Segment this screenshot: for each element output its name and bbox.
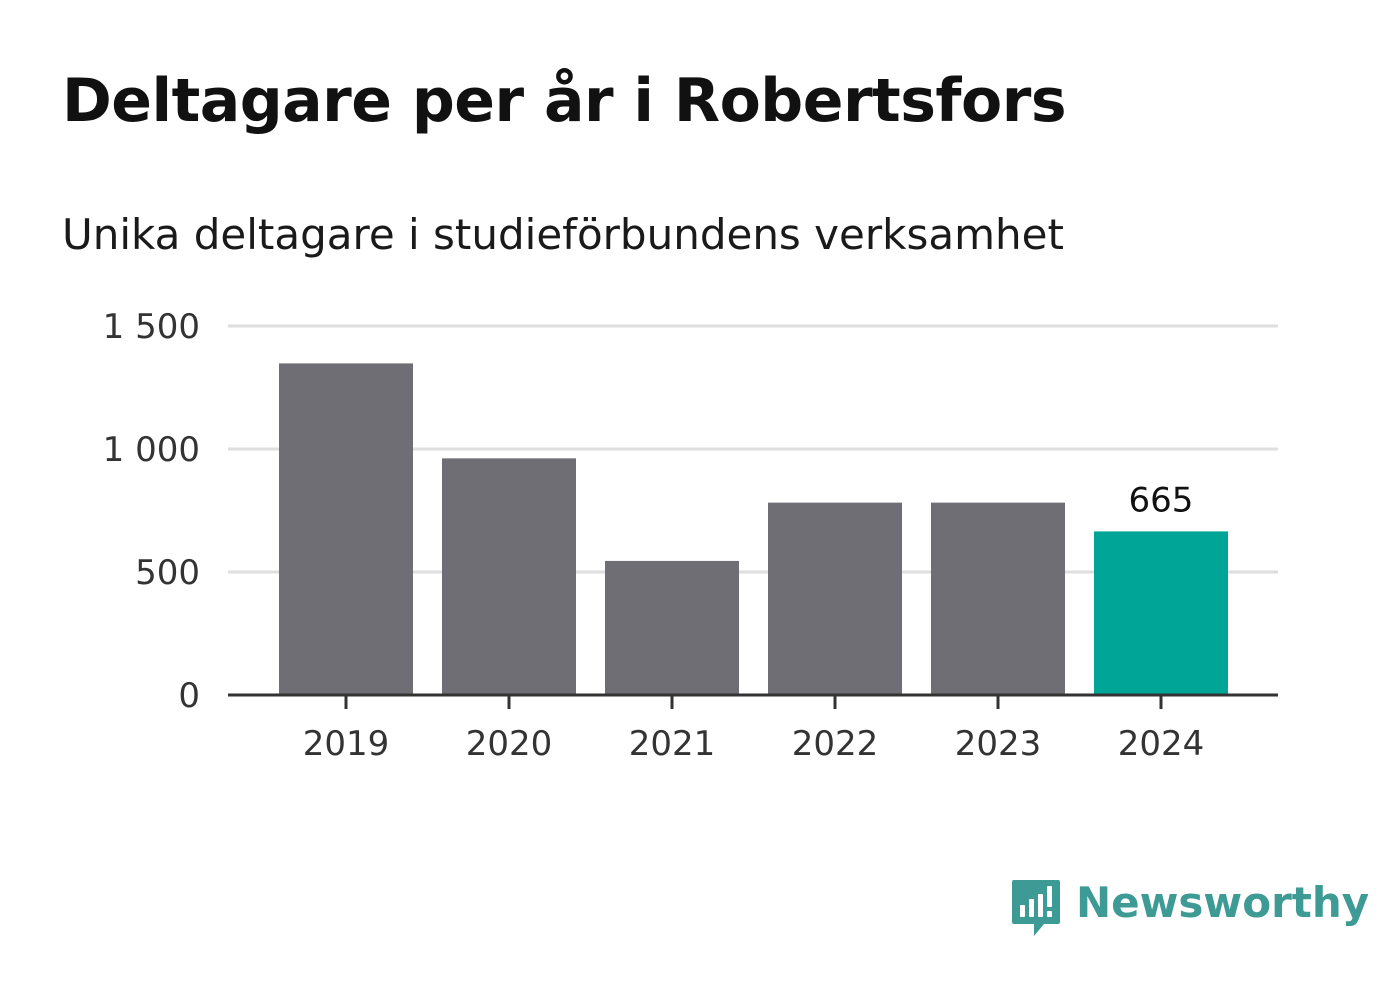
x-tick-label: 2024 [1118,724,1205,764]
y-tick-label: 500 [135,553,200,593]
axes: 0 500 1 000 1 500 2019 2020 2021 2022 2023 2024 [103,307,1278,764]
y-tick-label: 1 000 [103,430,200,470]
x-tick-label: 2021 [629,724,716,764]
bars [279,363,1228,695]
data-label: 665 [1129,480,1194,520]
brand-name: Newsworthy [1076,878,1370,927]
bar-2019 [279,363,413,695]
x-tick-label: 2019 [303,724,390,764]
y-tick-label: 1 500 [103,307,200,347]
bar-2021 [605,560,739,695]
bar-2024 [1094,531,1228,695]
y-tick-label: 0 [178,676,200,716]
chart-title: Deltagare per år i Robertsfors [62,66,1067,136]
x-tick-label: 2023 [955,724,1042,764]
bar-2022 [768,502,902,695]
data-labels: 665 [1129,480,1194,520]
bar-2020 [442,458,576,695]
brand-logo: Newsworthy [1010,878,1369,942]
bar-2023 [931,502,1065,695]
chart-speech-bubble-icon [1012,880,1060,936]
x-tick-label: 2020 [466,724,553,764]
x-tick-label: 2022 [792,724,879,764]
chart-subtitle: Unika deltagare i studieförbundens verks… [62,210,1064,259]
